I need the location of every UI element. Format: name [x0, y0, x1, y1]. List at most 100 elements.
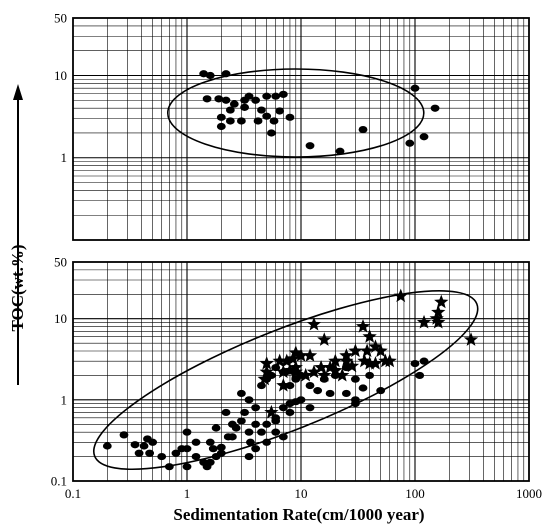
data-point-circle [257, 428, 266, 436]
data-point-circle [257, 106, 266, 114]
data-point-circle [191, 452, 201, 461]
y-axis-label-group: TOC(wt.%) [8, 84, 27, 385]
top-panel: 50 10 1 [54, 11, 530, 241]
data-point-star [288, 345, 303, 359]
data-point-circle [240, 103, 249, 111]
data-point-star [335, 367, 350, 382]
data-point-star [328, 353, 343, 368]
data-point-circle [358, 125, 368, 134]
data-point-circle [350, 375, 360, 383]
data-point-circle [148, 438, 158, 446]
data-point-star [257, 371, 272, 386]
data-point-circle [410, 84, 420, 92]
data-point-star [355, 319, 371, 333]
data-point-circle [199, 70, 209, 78]
data-point-star [357, 353, 372, 368]
data-point-star [276, 378, 291, 392]
data-point-circle [145, 449, 155, 457]
data-point-circle [236, 117, 246, 125]
data-point-star [416, 314, 432, 329]
data-point-circle [335, 147, 345, 155]
data-point-circle [191, 438, 201, 446]
bottom-cluster-ellipse [92, 290, 479, 471]
data-point-star [259, 364, 274, 379]
data-point-star [306, 316, 322, 331]
bottom-panel-y-ticks: 50 10 1 0.1 [51, 255, 67, 489]
data-point-star [463, 332, 479, 346]
data-point-circle [119, 431, 129, 439]
data-point-circle [430, 104, 440, 112]
data-point-star [362, 356, 377, 370]
data-point-circle [271, 428, 281, 436]
data-point-circle [325, 389, 335, 398]
data-point-circle [275, 107, 285, 115]
data-point-circle [214, 95, 224, 103]
x-tick-label: 10 [295, 486, 308, 501]
data-point-circle [236, 389, 246, 398]
data-point-circle [171, 449, 181, 457]
data-point-circle [358, 384, 368, 392]
y-axis-arrowhead [13, 84, 23, 100]
data-point-circle [365, 371, 375, 380]
data-point-circle [271, 92, 281, 100]
y-tick-label: 1 [61, 150, 68, 165]
data-point-circle [216, 443, 226, 451]
top-panel-frame [72, 17, 530, 241]
data-point-circle [202, 463, 212, 471]
data-point-circle [253, 117, 263, 125]
data-point-circle [231, 424, 241, 432]
y-tick-label: 10 [54, 311, 67, 326]
data-point-circle [341, 389, 351, 398]
data-point-circle [313, 387, 323, 395]
bottom-panel-frame [72, 261, 530, 482]
data-point-star [272, 353, 287, 368]
data-point-star [382, 353, 397, 368]
data-point-circle [221, 70, 231, 78]
data-point-star [348, 343, 363, 358]
bottom-panel-x-ticks: 0.1 1 10 100 1000 [65, 486, 542, 501]
data-point-circle [205, 438, 215, 446]
data-point-circle [262, 112, 272, 120]
data-point-star [431, 304, 446, 319]
data-point-circle [350, 399, 360, 408]
data-point-star [317, 332, 332, 346]
data-point-circle [139, 442, 149, 450]
data-point-circle [251, 96, 261, 104]
data-point-circle [244, 92, 254, 100]
data-point-circle [305, 404, 315, 412]
data-point-circle [244, 396, 254, 404]
data-point-circle [405, 139, 415, 147]
data-point-star [317, 367, 332, 382]
y-tick-label: 10 [54, 68, 67, 83]
data-point-circle [221, 96, 231, 104]
data-point-star [328, 363, 343, 377]
data-point-circle [278, 433, 288, 441]
data-point-star [279, 353, 294, 368]
y-axis-label: TOC(wt.%) [8, 244, 27, 331]
data-point-star [373, 343, 388, 358]
cluster-ellipse [92, 290, 479, 471]
data-point-circle [225, 106, 235, 114]
x-tick-label: 0.1 [65, 486, 81, 501]
data-point-star [302, 348, 318, 362]
data-point-star [288, 364, 303, 379]
data-point-circle [240, 408, 249, 417]
data-point-circle [205, 71, 215, 80]
data-point-circle [251, 404, 261, 412]
bottom-panel: 50 10 1 0.1 0.1 1 10 100 1000 [51, 255, 542, 502]
data-point-star [344, 358, 360, 373]
data-point-circle [216, 113, 226, 121]
y-tick-label: 0.1 [51, 474, 67, 489]
data-point-star [285, 351, 301, 365]
data-point-circle [271, 363, 281, 372]
y-tick-label: 50 [54, 11, 67, 26]
x-tick-label: 100 [405, 486, 425, 501]
data-point-star [339, 348, 354, 362]
x-tick-label: 1000 [516, 486, 542, 501]
data-point-star [339, 353, 354, 368]
data-point-circle [244, 452, 254, 461]
data-point-circle [251, 420, 261, 428]
data-point-circle [236, 417, 246, 425]
data-point-circle [102, 442, 112, 450]
